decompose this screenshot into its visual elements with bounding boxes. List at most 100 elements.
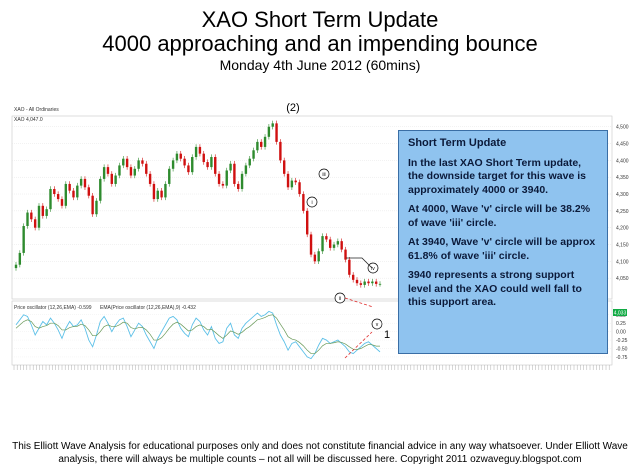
candle-body (53, 188, 56, 195)
candle-body (37, 205, 41, 228)
candle-body (187, 165, 190, 173)
candle-body (367, 281, 370, 284)
candle-body (141, 160, 144, 164)
price-tick-label: 4,250 (616, 209, 629, 215)
wave-label-v: v (371, 318, 383, 330)
wave-label-iii-upper: iii (318, 168, 330, 180)
note-paragraph-2: At 4000, Wave 'v' circle will be 38.2% o… (408, 203, 591, 229)
candle-body (68, 183, 71, 191)
candle-body (214, 157, 217, 174)
candle-body (156, 190, 159, 200)
candle-body (133, 168, 136, 176)
oscillator-tick-label: -0.75 (616, 355, 628, 361)
candle-body (164, 183, 167, 198)
candle-body (87, 187, 90, 196)
candle-body (290, 180, 294, 188)
wave-label-iv: iv (367, 262, 379, 274)
candle-body (248, 158, 251, 166)
candle-body (129, 167, 133, 176)
candle-body (306, 210, 309, 235)
candle-body (260, 141, 263, 147)
candle-body (298, 182, 301, 195)
candle-body (99, 178, 102, 201)
candle-body (210, 157, 213, 168)
oscillator-ema-label: EMA(Price oscillator (12,26,EMA),9) -0.4… (100, 305, 196, 311)
candle-body (118, 165, 121, 176)
candle-body (267, 126, 271, 137)
candle-body (317, 251, 320, 262)
candle-body (152, 183, 156, 200)
candle-body (359, 283, 363, 285)
candle-body (271, 123, 274, 127)
oscillator-ema-line (15, 314, 380, 354)
candle-body (371, 281, 374, 284)
candle-body (114, 175, 117, 184)
candle-body (49, 188, 52, 210)
candle-body (309, 234, 313, 255)
candle-body (336, 241, 340, 245)
chart-date: Monday 4th June 2012 (60mins) (219, 57, 421, 73)
price-readout: XAO 4,047.0 (14, 117, 43, 123)
candle-body (206, 162, 209, 168)
candle-body (225, 170, 228, 186)
candle-body (183, 158, 186, 166)
candle-body (237, 183, 240, 189)
wave-label-ii: ii (334, 292, 346, 304)
candle-body (30, 212, 33, 220)
candle-body (60, 199, 64, 206)
candle-body (91, 195, 94, 215)
candle-body (45, 209, 48, 216)
wave-label-i: i (306, 196, 318, 208)
candle-body (179, 153, 182, 159)
candle-body (171, 160, 175, 169)
candle-body (194, 146, 198, 158)
last-value-badge: 4,033 (614, 311, 627, 317)
note-paragraph-3: At 3940, Wave 'v' circle will be approx … (408, 236, 596, 262)
candle-body (72, 190, 75, 198)
candle-body (313, 254, 317, 262)
candle-body (14, 264, 18, 269)
candle-body (83, 178, 87, 188)
price-tick-label: 4,050 (616, 276, 629, 282)
candle-body (22, 226, 25, 253)
candle-body (252, 150, 255, 159)
price-tick-label: 4,350 (616, 175, 629, 181)
candle-body (275, 123, 278, 142)
candle-body (202, 153, 205, 163)
candle-body (79, 178, 83, 186)
candle-body (168, 168, 171, 184)
candle-body (122, 158, 125, 166)
candle-body (95, 200, 98, 215)
chart-title: XAO Short Term Update (201, 7, 439, 32)
candle-body (102, 167, 106, 179)
series-label: XAO - All Ordinaries (14, 107, 59, 113)
candle-body (351, 274, 355, 280)
svg-text:v: v (376, 322, 379, 328)
disclaimer-footer: This Elliott Wave Analysis for education… (12, 441, 628, 465)
candle-body (321, 236, 324, 252)
wave-label-1: 1 (384, 329, 390, 341)
price-tick-label: 4,100 (616, 259, 629, 265)
oscillator-divergence-dashed (344, 331, 373, 359)
candle-body (41, 205, 45, 216)
candle-body (137, 160, 140, 169)
last-value-badge-bg (613, 309, 627, 316)
candle-body (148, 173, 152, 184)
candle-body (106, 167, 110, 174)
price-tick-label: 4,500 (616, 125, 629, 131)
price-tick-label: 4,150 (616, 243, 629, 249)
candle-body (229, 163, 232, 171)
candle-body (33, 219, 37, 228)
candle-body (233, 163, 236, 184)
wave-label-2: (2) (286, 102, 299, 114)
oscillator-tick-label: -0.50 (616, 347, 628, 353)
candle-body (263, 136, 267, 147)
svg-text:iv: iv (371, 266, 375, 272)
oscillator-line (15, 310, 381, 360)
note-heading: Short Term Update (408, 137, 507, 149)
candle-body (217, 173, 221, 184)
candle-body (279, 141, 282, 161)
candle-body (294, 180, 297, 183)
analysis-note-box: Short Term Update In the last XAO Short … (398, 130, 608, 354)
candle-body (76, 185, 79, 198)
